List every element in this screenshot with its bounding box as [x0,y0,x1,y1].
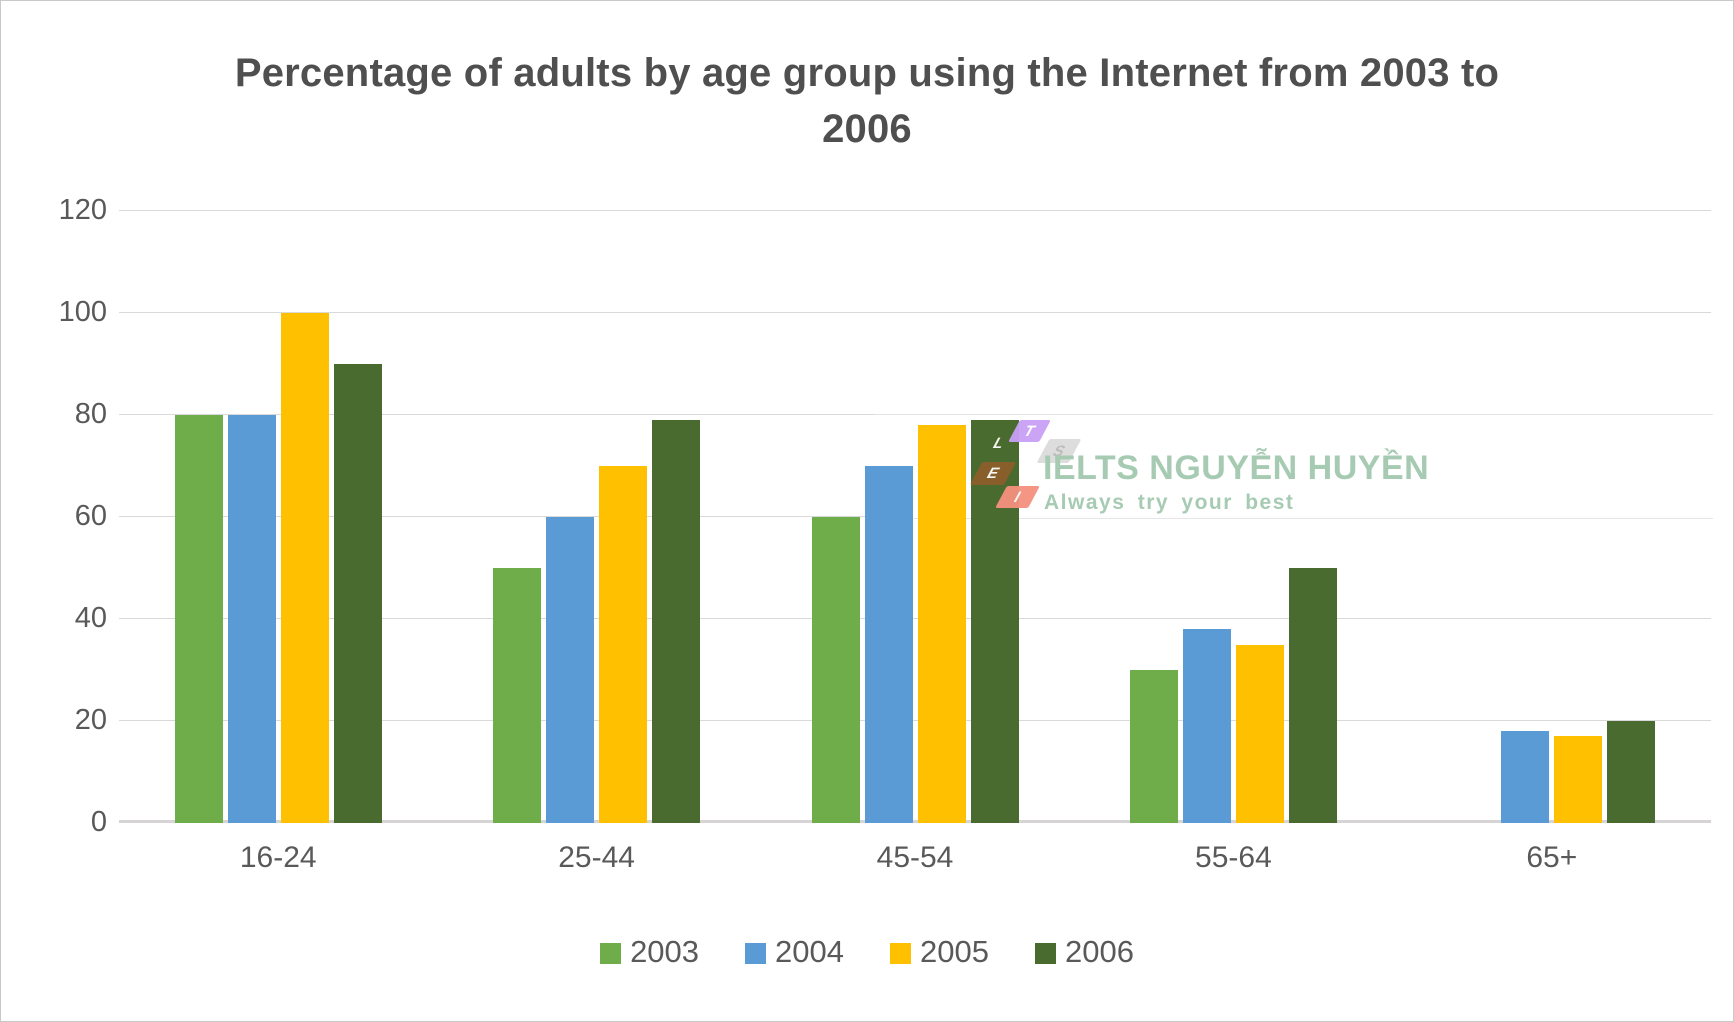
y-axis: 0 20 40 60 80 100 120 [21,194,107,838]
y-axis-tick-label: 40 [74,602,107,634]
bar-2005-65+ [1554,736,1603,823]
bar-2004-65+ [1501,731,1550,823]
bar-2004-16-24 [227,415,276,823]
bar-2005-16-24 [280,313,329,823]
bar-2003-16-24 [174,415,223,823]
legend-item-2003: 2003 [600,934,699,970]
gridline [119,618,1711,619]
y-axis-tick-label: 20 [74,704,107,736]
bar-2005-45-54 [917,425,966,823]
legend-item-2006: 2006 [1034,934,1134,970]
bar-group-55-64 [1074,211,1392,823]
x-axis-category-label: 55-64 [1195,841,1272,874]
x-axis: 16-24 25-44 45-54 55-64 65+ [119,841,1711,875]
legend: 2003 2004 2005 2006 [1,934,1733,970]
legend-swatch-2005 [890,943,911,964]
bar-2006-65+ [1607,721,1656,823]
bar-2005-25-44 [599,466,648,823]
x-axis-category-label: 65+ [1526,841,1578,874]
bar-2004-25-44 [546,517,595,823]
gridline [119,210,1711,211]
bar-2003-45-54 [811,517,860,823]
chart-title-line-2: 2006 [822,107,912,151]
legend-item-2005: 2005 [890,934,989,970]
legend-label: 2006 [1064,934,1134,969]
bar-2006-25-44 [652,420,701,823]
y-axis-tick-label: 100 [58,296,107,328]
x-axis-category-label: 16-24 [239,841,317,874]
y-axis-tick-label: 60 [74,500,107,532]
bar-2004-45-54 [864,466,913,823]
bar-2006-16-24 [333,364,382,823]
bar-2004-55-64 [1182,629,1231,823]
bar-2006-55-64 [1288,568,1337,823]
bar-2005-55-64 [1235,644,1284,823]
gridline [119,720,1711,721]
chart-title-line-1: Percentage of adults by age group using … [234,51,1500,95]
x-axis-category-label: 45-54 [876,841,954,874]
y-axis-tick-label: 80 [74,398,107,430]
y-axis-tick-label: 120 [58,194,107,226]
bar-group-25-44 [437,211,755,823]
plot-area: T S L E I IELTS NGUYỄN HUYỀN Always try … [119,210,1713,823]
bar-2006-45-54 [970,420,1019,823]
x-axis-category-label: 25-44 [558,841,635,874]
chart-title: Percentage of adults by age group using … [207,45,1527,157]
legend-label: 2003 [630,934,700,969]
bar-group-65+ [1393,211,1711,823]
y-axis-tick-label: 0 [90,806,107,838]
legend-item-2004: 2004 [745,934,844,970]
bar-group-45-54 [756,211,1074,823]
legend-swatch-2006 [1034,943,1056,964]
legend-swatch-2004 [745,943,767,964]
gridline [119,312,1711,313]
legend-label: 2005 [920,934,989,969]
legend-swatch-2003 [600,943,622,964]
bar-group-16-24 [119,211,437,823]
bar-2003-25-44 [493,568,542,823]
legend-label: 2004 [775,934,844,969]
bar-groups [119,211,1711,823]
x-axis-line [119,820,1711,823]
bar-2003-55-64 [1129,670,1178,823]
